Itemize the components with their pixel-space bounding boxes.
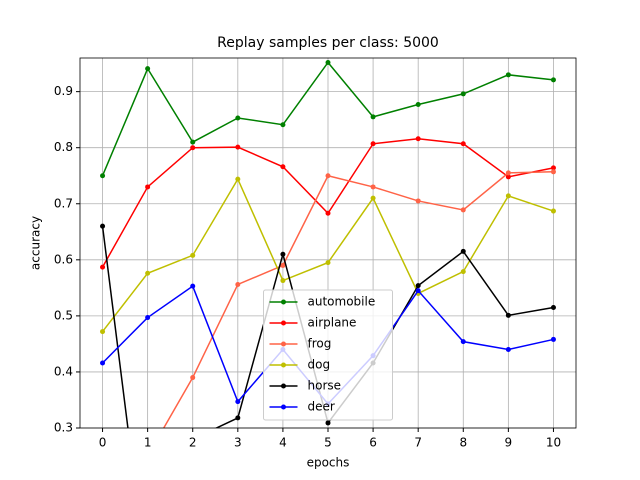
data-point bbox=[370, 195, 376, 201]
data-point bbox=[145, 184, 151, 190]
data-point bbox=[190, 375, 196, 381]
data-point bbox=[460, 269, 466, 275]
data-point bbox=[505, 193, 511, 199]
data-point bbox=[190, 145, 196, 151]
legend-label: dog bbox=[308, 358, 331, 372]
data-point bbox=[505, 312, 511, 318]
data-point bbox=[460, 207, 466, 213]
x-tick-label: 8 bbox=[459, 436, 467, 450]
data-point bbox=[370, 184, 376, 190]
legend-marker bbox=[281, 299, 286, 305]
data-point bbox=[325, 210, 331, 216]
data-point bbox=[370, 141, 376, 147]
data-point bbox=[280, 122, 286, 128]
data-point bbox=[550, 165, 556, 171]
legend-label: horse bbox=[308, 379, 342, 393]
data-point bbox=[190, 283, 196, 289]
data-point bbox=[235, 281, 241, 287]
data-point bbox=[460, 141, 466, 147]
data-point bbox=[415, 102, 421, 108]
data-point bbox=[460, 339, 466, 345]
data-point bbox=[100, 173, 106, 179]
data-point bbox=[550, 169, 556, 175]
legend-label: frog bbox=[308, 337, 332, 351]
y-tick-label: 0.6 bbox=[54, 252, 73, 266]
data-point bbox=[505, 170, 511, 176]
x-tick-label: 0 bbox=[99, 436, 107, 450]
x-tick-label: 2 bbox=[189, 436, 197, 450]
x-axis-label: epochs bbox=[307, 456, 350, 470]
legend-marker bbox=[281, 341, 286, 347]
data-point bbox=[190, 139, 196, 145]
data-point bbox=[325, 173, 331, 179]
data-point bbox=[145, 66, 151, 72]
legend: automobile airplane frog dog horse deer bbox=[263, 289, 393, 421]
legend-label: automobile bbox=[308, 295, 376, 309]
data-point bbox=[415, 198, 421, 204]
data-point bbox=[100, 264, 106, 270]
data-point bbox=[550, 208, 556, 214]
data-point bbox=[100, 223, 106, 229]
y-tick-label: 0.5 bbox=[54, 308, 73, 322]
data-point bbox=[145, 315, 151, 321]
y-tick-label: 0.7 bbox=[54, 196, 73, 210]
legend-marker bbox=[281, 404, 286, 410]
data-point bbox=[550, 304, 556, 310]
x-tick-label: 4 bbox=[279, 436, 287, 450]
data-point bbox=[145, 270, 151, 276]
legend-label: deer bbox=[308, 400, 335, 414]
chart-title: Replay samples per class: 5000 bbox=[217, 35, 439, 51]
data-point bbox=[460, 248, 466, 254]
x-tick-label: 6 bbox=[369, 436, 377, 450]
x-tick-label: 9 bbox=[505, 436, 513, 450]
data-point bbox=[235, 115, 241, 121]
data-point bbox=[235, 176, 241, 182]
data-point bbox=[505, 72, 511, 78]
data-point bbox=[280, 251, 286, 257]
data-point bbox=[325, 420, 331, 426]
data-point bbox=[235, 415, 241, 421]
data-point bbox=[100, 329, 106, 335]
data-point bbox=[550, 336, 556, 342]
data-point bbox=[370, 114, 376, 120]
data-point bbox=[505, 174, 511, 180]
x-tick-label: 7 bbox=[414, 436, 422, 450]
legend-marker bbox=[281, 320, 286, 326]
y-tick-label: 0.3 bbox=[54, 421, 73, 435]
legend-marker bbox=[281, 383, 286, 389]
data-point bbox=[190, 252, 196, 258]
data-point bbox=[235, 144, 241, 150]
data-point bbox=[325, 260, 331, 266]
y-tick-label: 0.4 bbox=[54, 364, 73, 378]
data-point bbox=[280, 278, 286, 284]
legend-marker bbox=[281, 362, 286, 368]
data-point bbox=[415, 136, 421, 142]
x-tick-label: 5 bbox=[324, 436, 332, 450]
y-tick-label: 0.9 bbox=[54, 84, 73, 98]
data-point bbox=[460, 91, 466, 97]
legend-label: airplane bbox=[308, 316, 357, 330]
y-axis-label: accuracy bbox=[29, 216, 43, 270]
data-point bbox=[415, 283, 421, 289]
data-point bbox=[505, 347, 511, 353]
data-point bbox=[280, 164, 286, 170]
data-point bbox=[415, 288, 421, 294]
data-point bbox=[325, 59, 331, 65]
data-point bbox=[100, 360, 106, 366]
data-point bbox=[550, 77, 556, 83]
y-tick-label: 0.8 bbox=[54, 140, 73, 154]
data-point bbox=[235, 399, 241, 405]
x-tick-label: 10 bbox=[546, 436, 561, 450]
x-tick-label: 3 bbox=[234, 436, 242, 450]
x-tick-label: 1 bbox=[144, 436, 152, 450]
data-point bbox=[280, 262, 286, 268]
